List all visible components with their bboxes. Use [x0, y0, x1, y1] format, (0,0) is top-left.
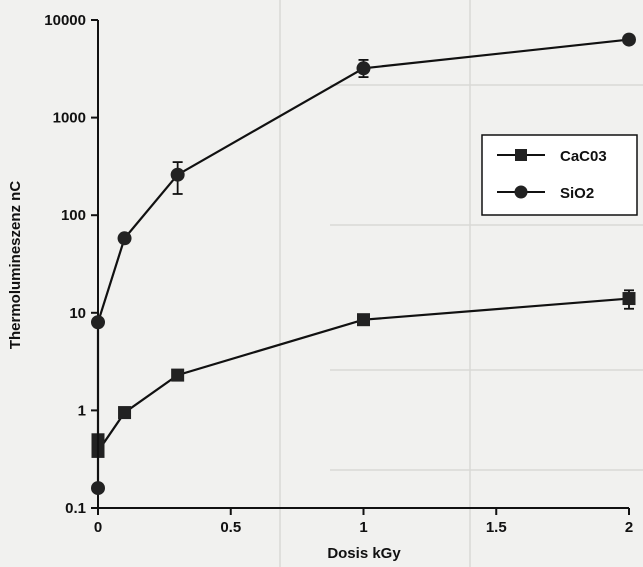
legend-entry-caco3: CaC03 — [497, 148, 607, 165]
x-ticks: 0 0.5 1 1.5 2 — [94, 508, 633, 536]
legend-label-sio2: SiO2 — [560, 185, 594, 202]
x-tick-label: 2 — [625, 519, 633, 536]
legend-entry-sio2: SiO2 — [497, 185, 594, 202]
legend: CaC03 SiO2 — [481, 134, 638, 216]
legend-label-caco3: CaC03 — [560, 148, 607, 165]
x-tick-label: 1 — [359, 519, 367, 536]
data-point-circle — [356, 61, 371, 76]
y-tick-label: 1000 — [53, 110, 86, 127]
y-tick-label: 10000 — [44, 12, 86, 29]
data-point-circle — [91, 481, 105, 496]
series-cac03 — [91, 289, 636, 458]
data-point-circle — [117, 231, 132, 246]
y-ticks: 0.1 1 10 100 1000 10000 — [44, 12, 98, 517]
legend-square-marker — [515, 149, 527, 161]
y-tick-label: 0.1 — [65, 500, 86, 517]
y-tick-label: 1 — [78, 402, 86, 419]
y-axis-title: Thermolumineszenz nC — [7, 181, 24, 350]
series-layer — [91, 32, 636, 496]
data-point-square — [357, 313, 370, 327]
data-point-square — [622, 292, 636, 306]
x-tick-label: 1.5 — [486, 519, 507, 536]
axes — [97, 20, 629, 509]
y-tick-label: 100 — [61, 207, 86, 224]
series-line-sio2 — [96, 38, 630, 489]
legend-box — [481, 134, 638, 216]
background-table-lines — [279, 0, 643, 567]
legend-circle-marker — [514, 185, 528, 199]
data-point-square — [118, 406, 132, 420]
series-sio2 — [91, 32, 636, 496]
y-tick-label: 10 — [69, 305, 86, 322]
data-point-circle — [91, 315, 105, 330]
data-point-circle — [170, 167, 185, 182]
data-point-circle — [622, 32, 636, 47]
x-tick-label: 0.5 — [220, 519, 241, 536]
x-axis-title: Dosis kGy — [327, 545, 401, 562]
x-tick-label: 0 — [94, 519, 102, 536]
data-point-square — [171, 368, 185, 382]
